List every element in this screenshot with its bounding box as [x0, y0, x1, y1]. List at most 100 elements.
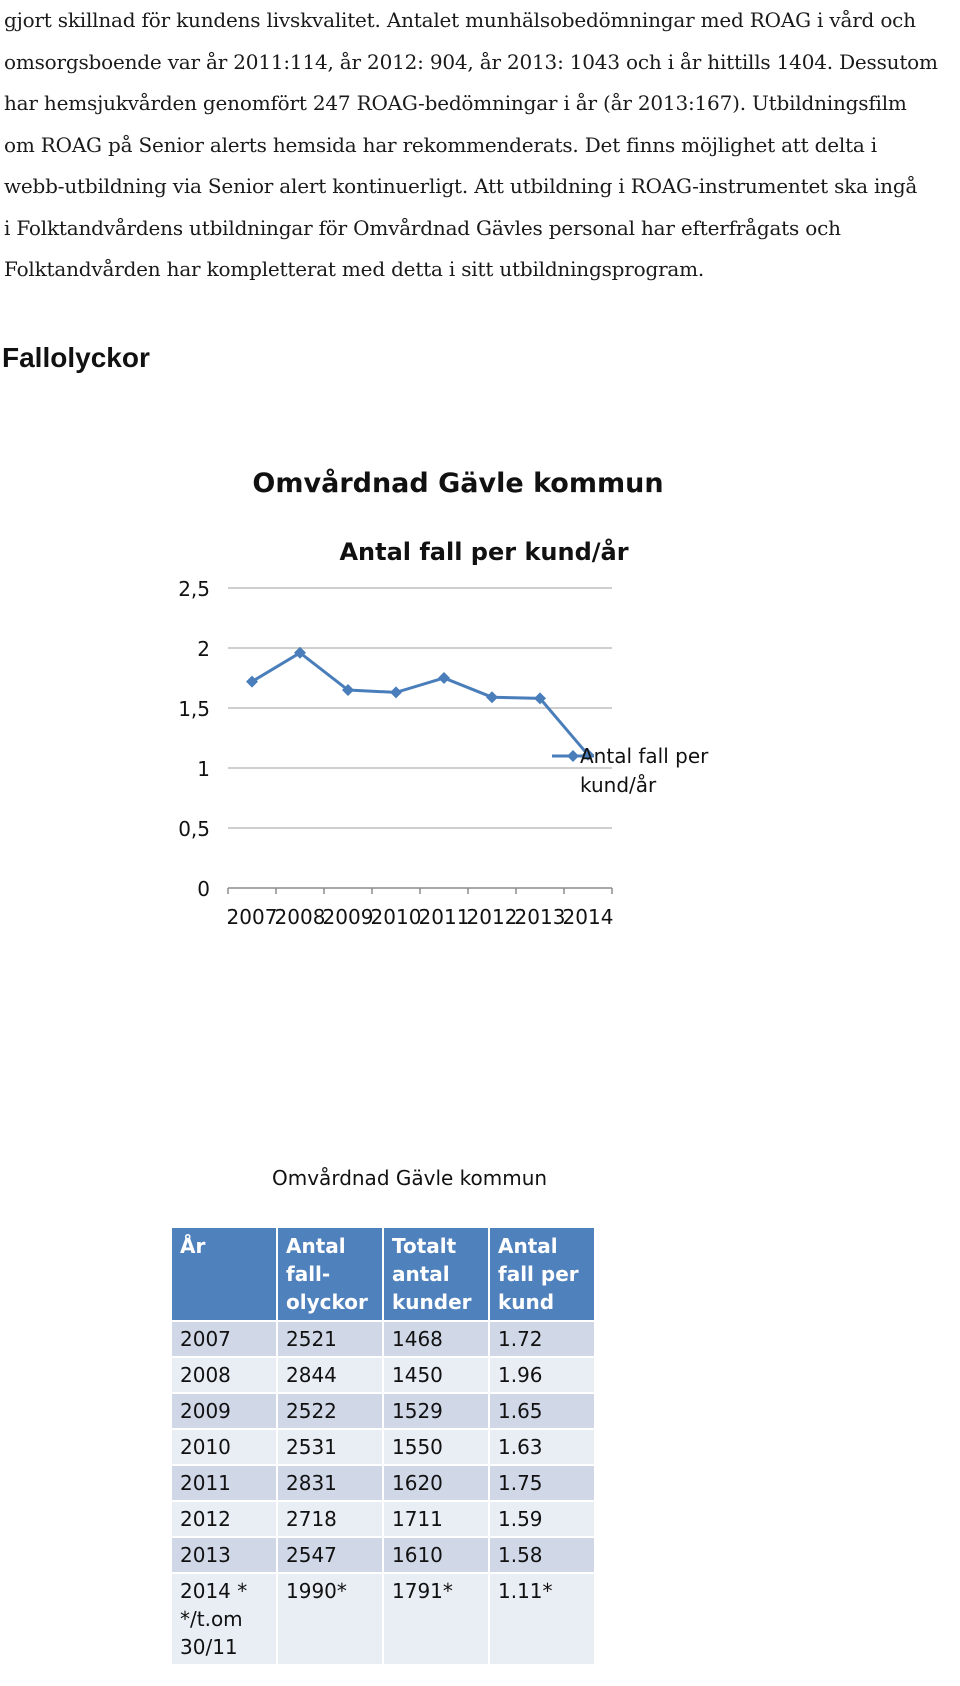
cell-text: kund [498, 1290, 555, 1314]
cell-text: 2521 [286, 1327, 337, 1351]
chart-title: Omvårdnad Gävle kommun [252, 467, 663, 499]
table-row: 2009 2522 1529 1.65 [172, 1394, 594, 1428]
cell-text: 1.75 [498, 1471, 543, 1495]
cell-text: Totalt [392, 1234, 457, 1258]
x-tick-label: 2012 [467, 905, 518, 929]
series-line [251, 650, 590, 756]
intro-line: i Folktandvårdens utbildningar för Omvår… [4, 215, 841, 240]
chart-series [246, 646, 594, 761]
cell-text: 1550 [392, 1435, 443, 1459]
cell-text: 2008 [180, 1363, 231, 1387]
table-cell: 2521 [278, 1322, 382, 1356]
fall-chart: Omvårdnad Gävle kommun Antal fall per ku… [178, 467, 709, 929]
table-cell: 2014 * */t.om 30/11 [172, 1574, 276, 1664]
table-cell: 1.58 [490, 1538, 594, 1572]
table-cell: 2012 [172, 1502, 276, 1536]
table-cell: 2013 [172, 1538, 276, 1572]
cell-text: 1711 [392, 1507, 443, 1531]
chart-legend: Antal fall per kund/år [552, 744, 709, 797]
cell-text: 2013 [180, 1543, 231, 1567]
cell-text: 1791* [392, 1579, 453, 1603]
column-header: Antal fall-olyckor [278, 1228, 382, 1320]
x-tick-label: 2013 [515, 905, 566, 929]
table-row: 2007 2521 1468 1.72 [172, 1322, 594, 1356]
table-cell: 1711 [384, 1502, 488, 1536]
cell-text: 1.11* [498, 1579, 553, 1603]
cell-text: 2012 [180, 1507, 231, 1531]
table-row: 2011 2831 1620 1.75 [172, 1466, 594, 1500]
cell-text: 2522 [286, 1399, 337, 1423]
legend-label: Antal fall per [580, 744, 709, 768]
cell-text: 2009 [180, 1399, 231, 1423]
cell-text: 2014 * [180, 1579, 248, 1603]
cell-text: 2531 [286, 1435, 337, 1459]
table-cell: 2010 [172, 1430, 276, 1464]
table-header: År Antal fall-olyckor Totalt antal kunder Anta… [172, 1228, 594, 1320]
cell-text: 2831 [286, 1471, 337, 1495]
table-cell: 2522 [278, 1394, 382, 1428]
cell-text: 1610 [392, 1543, 443, 1567]
header-row: År Antal fall-olyckor Totalt antal kunder Anta… [172, 1228, 594, 1320]
x-tick-label: 2007 [227, 905, 278, 929]
cell-text: fall- [286, 1262, 331, 1286]
table-cell: 1.96 [490, 1358, 594, 1392]
cell-text: 2718 [286, 1507, 337, 1531]
cell-text: kunder [392, 1290, 472, 1314]
table-cell: 1450 [384, 1358, 488, 1392]
legend-swatch-marker [567, 750, 579, 762]
x-tick-label: 2009 [323, 905, 374, 929]
table-cell: 1468 [384, 1322, 488, 1356]
y-tick-label: 2 [197, 637, 210, 661]
intro-line: omsorgsboende var år 2011:114, år 2012: … [4, 49, 938, 74]
cell-text: Antal [498, 1234, 558, 1258]
table-cell: 1.59 [490, 1502, 594, 1536]
x-tick-label: 2011 [419, 905, 470, 929]
intro-paragraph: gjort skillnad för kundens livskvalitet.… [4, 0, 954, 291]
section-heading: Fallolyckor [2, 342, 150, 373]
table-cell: 2531 [278, 1430, 382, 1464]
data-point [534, 692, 546, 705]
cell-text: */t.om [180, 1607, 243, 1631]
table-cell: 1990* [278, 1574, 382, 1664]
cell-text: 1.59 [498, 1507, 543, 1531]
column-header: Antal fall per kund [490, 1228, 594, 1320]
y-tick-label: 1 [197, 757, 210, 781]
cell-text: 1.63 [498, 1435, 543, 1459]
table-row: 2014 * */t.om 30/11 1990* 1791* 1.11* [172, 1574, 594, 1664]
x-tick-label: 2010 [371, 905, 422, 929]
cell-text: antal [392, 1262, 450, 1286]
table-cell: 2718 [278, 1502, 382, 1536]
table-row: 2008 2844 1450 1.96 [172, 1358, 594, 1392]
cell-text: 2547 [286, 1543, 337, 1567]
chart-gridlines [228, 587, 612, 829]
table-cell: 2844 [278, 1358, 382, 1392]
table-cell: 2007 [172, 1322, 276, 1356]
cell-text: olyckor [286, 1290, 368, 1314]
table-cell: 1529 [384, 1394, 488, 1428]
table-row: 2013 2547 1610 1.58 [172, 1538, 594, 1572]
falls-table: År Antal fall-olyckor Totalt antal kunder Anta… [170, 1226, 596, 1666]
cell-text: 1.65 [498, 1399, 543, 1423]
table-cell: 2831 [278, 1466, 382, 1500]
table-cell: 1.72 [490, 1322, 594, 1356]
table-cell: 2009 [172, 1394, 276, 1428]
table-cell: 1.75 [490, 1466, 594, 1500]
y-tick-label: 0 [197, 877, 210, 901]
chart-y-ticks: 0 0,5 1 1,5 2 2,5 [178, 577, 210, 901]
table-body: 2007 2521 1468 1.72 2008 2844 1450 1.96 2009 2522… [172, 1322, 594, 1664]
y-tick-label: 0,5 [178, 817, 210, 841]
data-point [342, 684, 354, 696]
table-cell: 1.11* [490, 1574, 594, 1664]
cell-text: Antal [286, 1234, 346, 1258]
table-cell: 2008 [172, 1358, 276, 1392]
chart-axes [227, 887, 613, 894]
x-tick-label: 2014 [563, 905, 614, 929]
cell-text: 1450 [392, 1363, 443, 1387]
table-cell: 1550 [384, 1430, 488, 1464]
table-cell: 1.63 [490, 1430, 594, 1464]
cell-text: fall per [498, 1262, 579, 1286]
table-cell: 1.65 [490, 1394, 594, 1428]
intro-line: Folktandvården har kompletterat med dett… [4, 257, 705, 281]
data-point [390, 686, 402, 699]
